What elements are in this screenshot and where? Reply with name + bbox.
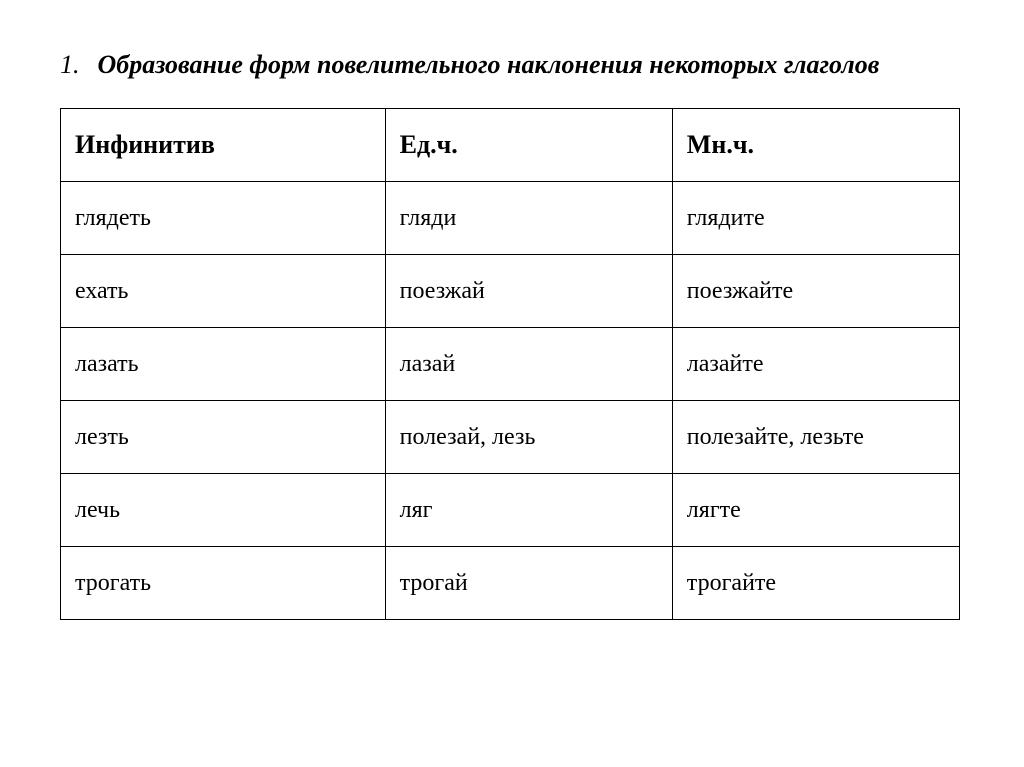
table-row: глядеть гляди глядите [61,182,960,255]
table-row: ехать поезжай поезжайте [61,255,960,328]
table-header-row: Инфинитив Ед.ч. Мн.ч. [61,109,960,182]
table-row: лечь ляг лягте [61,474,960,547]
heading-text: Образование форм повелительного наклонен… [98,50,880,80]
cell-plural: полезайте, лезьте [672,401,959,474]
heading: 1. Образование форм повелительного накло… [60,50,964,80]
heading-number: 1. [60,50,80,80]
cell-singular: гляди [385,182,672,255]
cell-singular: полезай, лезь [385,401,672,474]
cell-singular: лазай [385,328,672,401]
verb-forms-table: Инфинитив Ед.ч. Мн.ч. глядеть гляди гляд… [60,108,960,620]
cell-infinitive: лечь [61,474,386,547]
col-header-plural: Мн.ч. [672,109,959,182]
cell-infinitive: трогать [61,547,386,620]
table-row: лезть полезай, лезь полезайте, лезьте [61,401,960,474]
table-row: трогать трогай трогайте [61,547,960,620]
col-header-singular: Ед.ч. [385,109,672,182]
cell-plural: лягте [672,474,959,547]
cell-infinitive: глядеть [61,182,386,255]
col-header-infinitive: Инфинитив [61,109,386,182]
cell-singular: поезжай [385,255,672,328]
cell-infinitive: ехать [61,255,386,328]
cell-infinitive: лезть [61,401,386,474]
cell-plural: поезжайте [672,255,959,328]
cell-plural: глядите [672,182,959,255]
page: 1. Образование форм повелительного накло… [0,0,1024,620]
table-row: лазать лазай лазайте [61,328,960,401]
cell-singular: трогай [385,547,672,620]
cell-plural: трогайте [672,547,959,620]
cell-singular: ляг [385,474,672,547]
cell-plural: лазайте [672,328,959,401]
cell-infinitive: лазать [61,328,386,401]
